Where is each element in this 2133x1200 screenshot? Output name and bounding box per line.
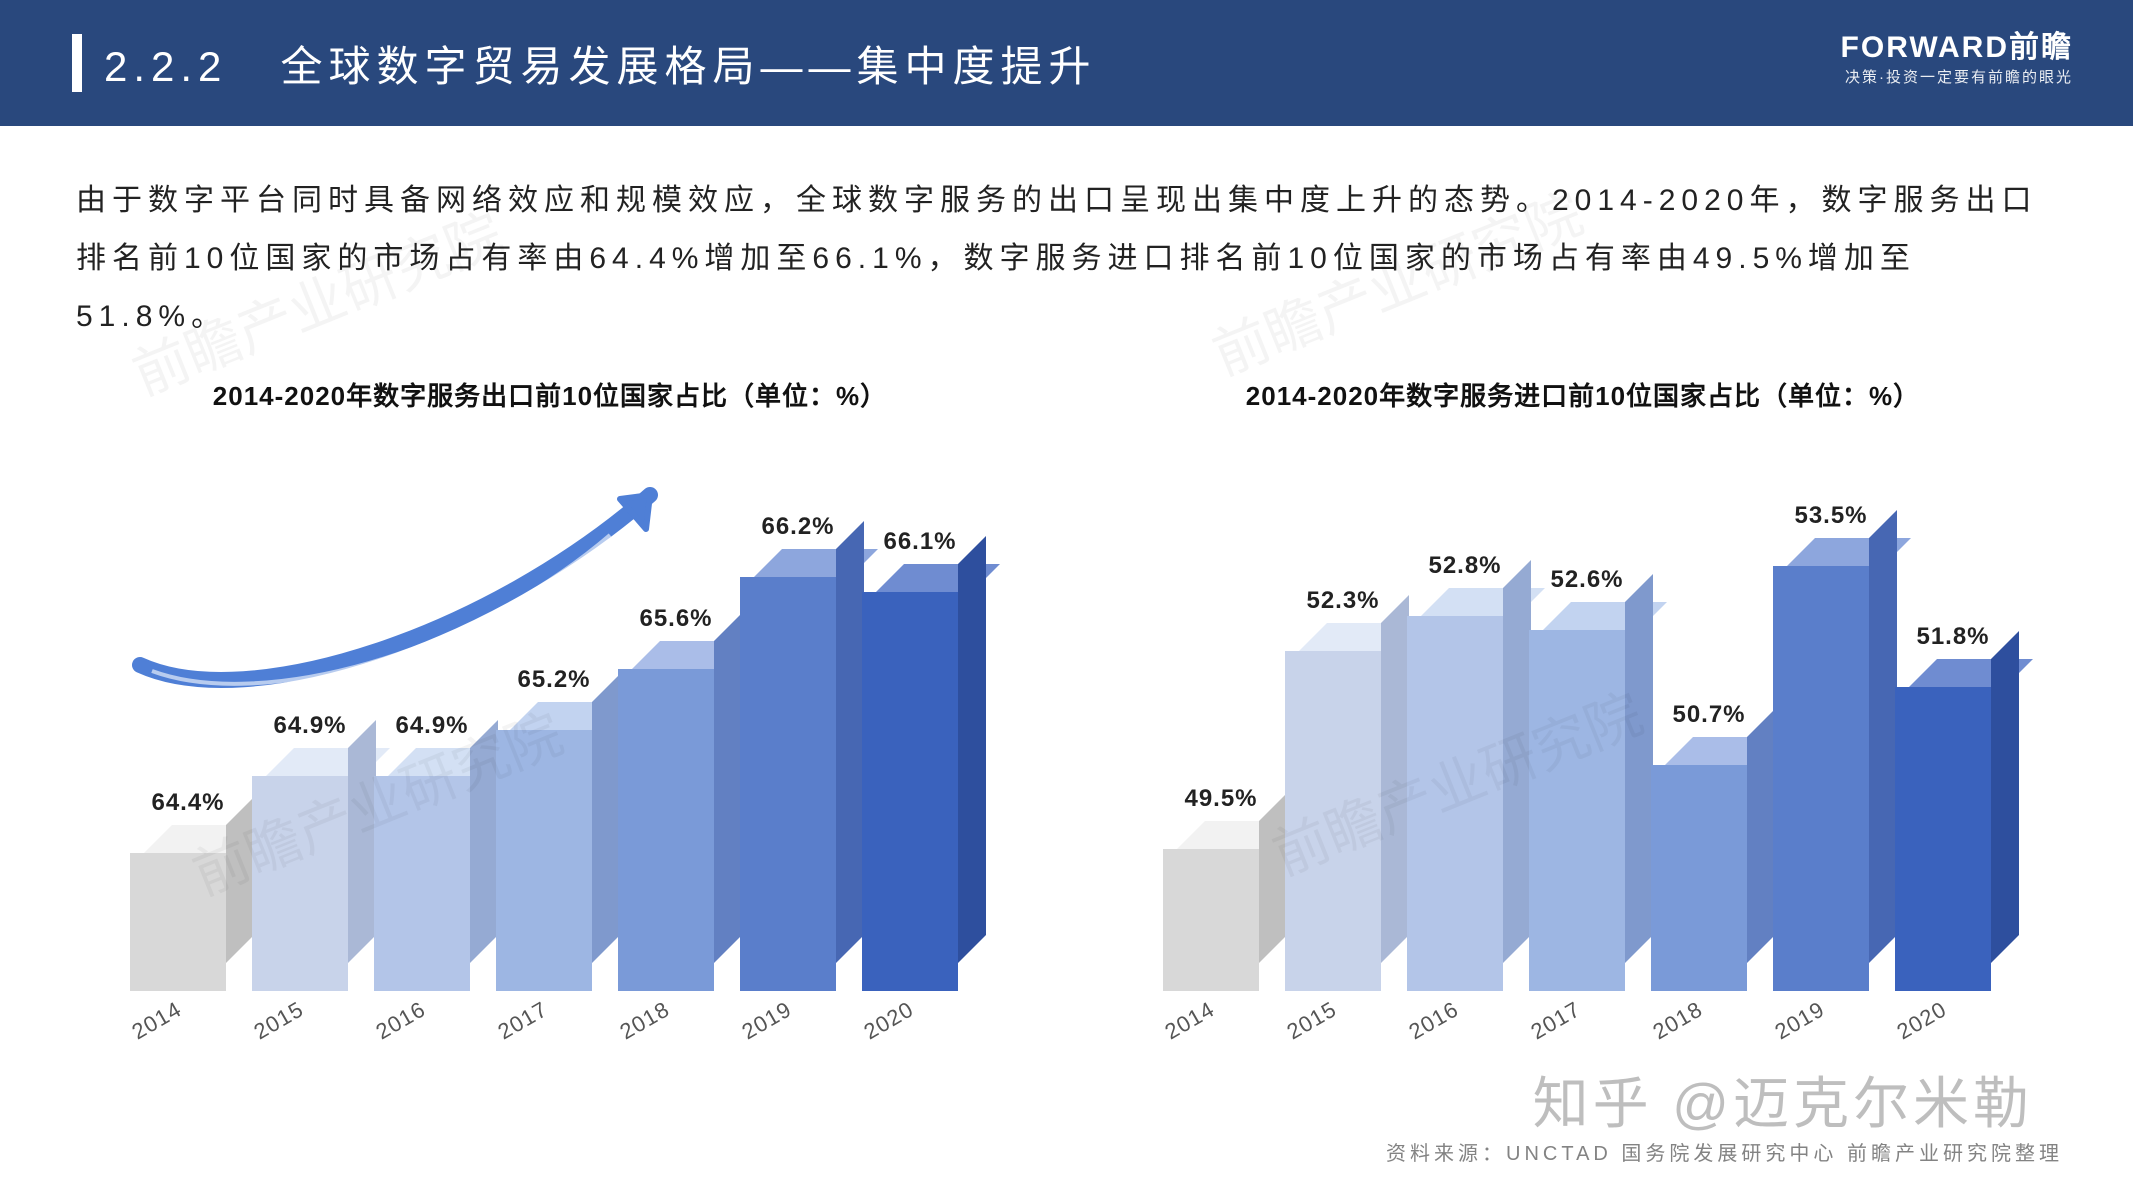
bar-category-label: 2020 [860, 996, 919, 1045]
bar: 52.8%2016 [1407, 616, 1503, 991]
bar-value-label: 64.9% [352, 712, 512, 740]
bar-front [1651, 765, 1747, 991]
bar-category-label: 2018 [616, 996, 675, 1045]
bar: 65.6%2018 [618, 669, 714, 991]
bar: 49.5%2014 [1163, 849, 1259, 991]
bar-side [1625, 574, 1653, 963]
slide-title: 2.2.2 全球数字贸易发展格局——集中度提升 [104, 33, 1096, 94]
intro-paragraph: 由于数字平台同时具备网络效应和规模效应，全球数字服务的出口呈现出集中度上升的态势… [0, 126, 2133, 356]
source-attribution: 资料来源：UNCTAD 国务院发展研究中心 前瞻产业研究院整理 [1386, 1137, 2063, 1166]
bar-front [252, 776, 348, 991]
brand-tagline: 决策·投资一定要有前瞻的眼光 [1841, 66, 2073, 87]
bar: 66.2%2019 [740, 577, 836, 991]
bar-value-label: 50.7% [1629, 701, 1789, 729]
bar: 66.1%2020 [862, 592, 958, 991]
bar: 64.9%2016 [374, 776, 470, 991]
import-chart-plot: 49.5%201452.3%201552.8%201652.6%201750.7… [1103, 431, 2063, 1071]
bar-value-label: 49.5% [1141, 785, 1301, 813]
bar-category-label: 2017 [494, 996, 553, 1045]
bar-category-label: 2015 [250, 996, 309, 1045]
bar-value-label: 64.4% [108, 789, 268, 817]
bar-front [496, 730, 592, 991]
zhihu-watermark: 知乎 @迈克尔米勒 [1533, 1059, 2033, 1140]
bar-category-label: 2016 [1405, 996, 1464, 1045]
bar-side [592, 674, 620, 963]
bar-category-label: 2019 [738, 996, 797, 1045]
bar-value-label: 51.8% [1873, 623, 2033, 651]
charts-row: 2014-2020年数字服务出口前10位国家占比（单位：%） 64.4%2014… [0, 356, 2133, 1071]
bar: 52.6%2017 [1529, 630, 1625, 991]
bar: 52.3%2015 [1285, 651, 1381, 991]
import-chart-title: 2014-2020年数字服务进口前10位国家占比（单位：%） [1103, 376, 2063, 413]
bar-category-label: 2019 [1771, 996, 1830, 1045]
bar-side [1869, 510, 1897, 963]
bar-value-label: 65.6% [596, 605, 756, 633]
bar-side [348, 720, 376, 963]
bar-category-label: 2017 [1527, 996, 1586, 1045]
export-chart-title: 2014-2020年数字服务出口前10位国家占比（单位：%） [70, 376, 1030, 413]
import-chart: 2014-2020年数字服务进口前10位国家占比（单位：%） 49.5%2014… [1103, 376, 2063, 1071]
bar-front [1285, 651, 1381, 991]
bar-side [470, 720, 498, 963]
bar-front [1407, 616, 1503, 991]
section-title: 全球数字贸易发展格局——集中度提升 [280, 43, 1096, 90]
brand-block: FORWARD前瞻 决策·投资一定要有前瞻的眼光 [1841, 22, 2073, 87]
bar-category-label: 2016 [372, 996, 431, 1045]
bar-side [1503, 560, 1531, 963]
bar-side [1381, 595, 1409, 963]
bar-category-label: 2014 [128, 996, 187, 1045]
bar-category-label: 2014 [1161, 996, 1220, 1045]
bar-value-label: 52.3% [1263, 587, 1423, 615]
bar-front [1529, 630, 1625, 991]
bar: 51.8%2020 [1895, 687, 1991, 991]
bar-value-label: 65.2% [474, 666, 634, 694]
bar-value-label: 66.1% [840, 528, 1000, 556]
header-accent-bar [72, 34, 82, 92]
bar: 65.2%2017 [496, 730, 592, 991]
section-number: 2.2.2 [104, 43, 227, 90]
bar-front [1773, 566, 1869, 991]
bar-category-label: 2015 [1283, 996, 1342, 1045]
brand-logo-text: FORWARD前瞻 [1841, 22, 2073, 66]
bar: 53.5%2019 [1773, 566, 1869, 991]
bar: 50.7%2018 [1651, 765, 1747, 991]
bar-side [836, 521, 864, 963]
bar-front [374, 776, 470, 991]
slide-header: 2.2.2 全球数字贸易发展格局——集中度提升 FORWARD前瞻 决策·投资一… [0, 0, 2133, 126]
bar-side [1991, 631, 2019, 963]
bar-value-label: 53.5% [1751, 502, 1911, 530]
bar-front [862, 592, 958, 991]
bar-front [740, 577, 836, 991]
export-chart-plot: 64.4%201464.9%201564.9%201665.2%201765.6… [70, 431, 1030, 1071]
bar-side [1747, 709, 1775, 963]
bar: 64.4%2014 [130, 853, 226, 991]
bar-front [618, 669, 714, 991]
bar-side [226, 797, 254, 963]
bar-category-label: 2018 [1649, 996, 1708, 1045]
bar-front [1163, 849, 1259, 991]
bar-value-label: 52.6% [1507, 566, 1667, 594]
bar-side [714, 613, 742, 963]
bar-side [958, 536, 986, 963]
bar-side [1259, 793, 1287, 963]
bar-front [1895, 687, 1991, 991]
bar-front [130, 853, 226, 991]
export-chart: 2014-2020年数字服务出口前10位国家占比（单位：%） 64.4%2014… [70, 376, 1030, 1071]
bar: 64.9%2015 [252, 776, 348, 991]
bar-category-label: 2020 [1893, 996, 1952, 1045]
